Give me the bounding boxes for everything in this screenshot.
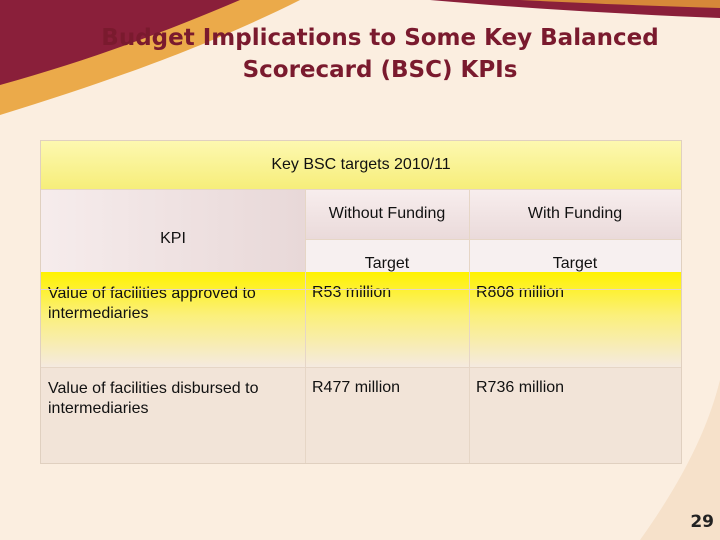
table-row-1-kpi: Value of facilities approved to intermed… (41, 272, 305, 367)
kpi-header: KPI (160, 230, 186, 247)
group-header: Key BSC targets 2010/11 (271, 156, 451, 173)
with-funding-header: With Funding (527, 205, 623, 222)
table-row-1-without-funding: R53 million (305, 272, 469, 367)
slide-title: Budget Implications to Some Key Balanced… (90, 22, 670, 86)
divider (305, 239, 681, 240)
without-funding-header-cell: Without Funding (305, 189, 469, 239)
without-funding-subheader: Target (364, 255, 410, 272)
table-row-2-with-funding: R736 million (469, 367, 681, 463)
with-funding-header-cell: With Funding (469, 189, 681, 239)
table-row-2-kpi: Value of facilities disbursed to interme… (41, 367, 305, 463)
with-funding-subheader: Target (552, 255, 598, 272)
divider (305, 189, 306, 463)
divider (41, 289, 681, 290)
divider (41, 189, 681, 190)
without-funding-header: Without Funding (328, 205, 446, 222)
group-header-cell: Key BSC targets 2010/11 (41, 141, 681, 189)
divider (41, 367, 681, 368)
kpi-table: Key BSC targets 2010/11 KPI Without Fund… (40, 140, 682, 464)
title-line-1: Budget Implications to Some Key Balanced (101, 25, 659, 51)
table-row-2-without-funding: R477 million (305, 367, 469, 463)
page-number: 29 (690, 512, 714, 532)
title-line-2: Scorecard (BSC) KPIs (242, 57, 518, 83)
table-row-1-with-funding: R808 million (469, 272, 681, 367)
divider (469, 189, 470, 463)
